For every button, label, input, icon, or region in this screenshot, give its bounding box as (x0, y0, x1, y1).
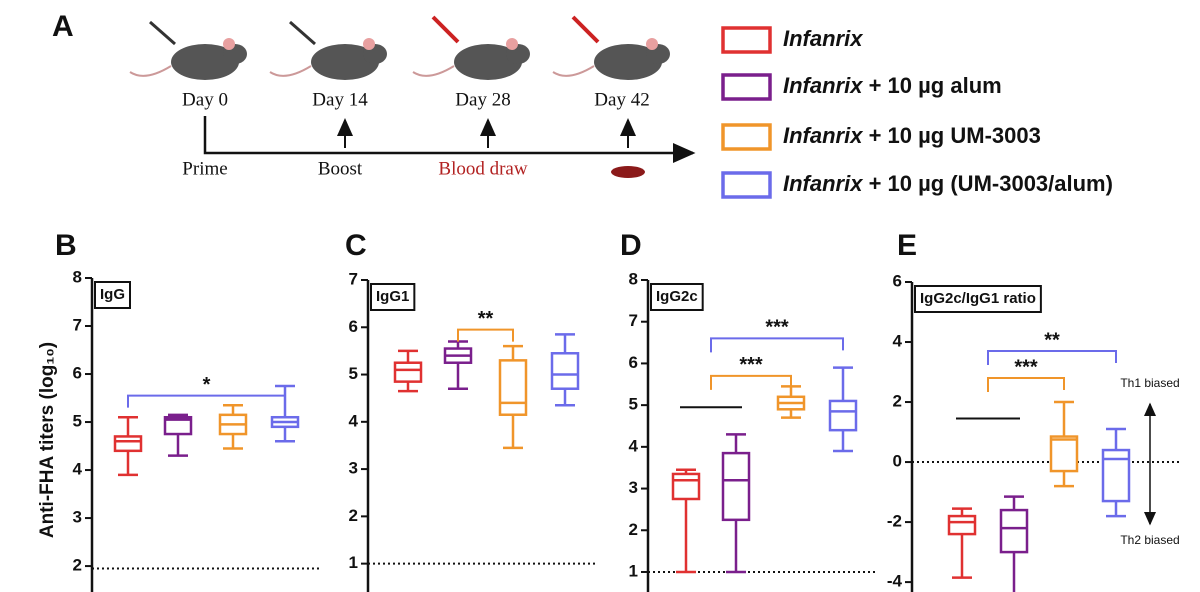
event-label: Blood draw (438, 158, 527, 179)
box (721, 451, 751, 522)
legend-label: Infanrix (783, 26, 863, 51)
y-tick-label: 0 (893, 452, 902, 471)
significance-bracket (710, 374, 792, 390)
legend: Infanrix Infanrix + 10 µg alum Infanrix + … (721, 26, 1113, 199)
event-label: Prime (182, 158, 227, 179)
significance-bracket (987, 377, 1065, 393)
annotation: Th1 biased (1120, 376, 1179, 390)
y-tick-label: 1 (629, 561, 638, 580)
y-tick-label: 3 (629, 478, 638, 497)
y-tick-label: 6 (73, 364, 82, 383)
significance-label: ** (478, 308, 494, 330)
significance-bracket (987, 350, 1117, 366)
y-tick-label: 7 (73, 315, 82, 334)
y-tick-label: 8 (73, 267, 82, 286)
y-tick-label: 5 (349, 364, 358, 383)
y-tick-label: 1 (349, 553, 358, 572)
day-label: Day 28 (455, 89, 510, 110)
y-tick-label: 3 (349, 459, 358, 478)
significance-bracket (710, 337, 844, 353)
y-tick-label: 2 (349, 506, 358, 525)
panel-title-box (94, 281, 131, 309)
panel-title-box (650, 283, 704, 311)
panel-label: B (55, 229, 77, 262)
y-tick-label: -4 (887, 572, 903, 591)
y-tick-label: 5 (629, 395, 638, 414)
box (550, 352, 580, 390)
box (999, 508, 1029, 554)
annotation: Th2 biased (1120, 533, 1179, 547)
significance-label: *** (1014, 356, 1038, 378)
box (113, 435, 143, 453)
spleen (611, 166, 645, 178)
legend-label: Infanrix + 10 µg alum (783, 73, 1002, 98)
day-label: Day 0 (182, 89, 228, 110)
mice (129, 15, 670, 80)
legend-swatch (721, 123, 772, 151)
significance-label: *** (765, 317, 789, 339)
day-label: Day 14 (312, 89, 368, 110)
charts: 2345678IgG*1234567IgG1**12345678IgG2c***… (73, 267, 1180, 592)
y-tick-label: 4 (629, 436, 639, 455)
box (1101, 448, 1131, 503)
y-tick-label: 4 (893, 332, 903, 351)
y-tick-label: 7 (349, 269, 358, 288)
y-axis-label: Anti-FHA titers (log₁₀) (37, 342, 58, 538)
box (1049, 435, 1079, 473)
panel-title-box (914, 285, 1042, 313)
y-tick-label: 6 (893, 271, 902, 290)
box (163, 415, 193, 436)
box (498, 359, 528, 416)
y-tick-label: 4 (349, 411, 359, 430)
legend-swatch (721, 73, 772, 101)
y-tick-label: 3 (73, 508, 82, 527)
significance-bracket (457, 328, 514, 342)
box (828, 399, 858, 432)
y-tick-label: 2 (893, 392, 902, 411)
panel-title-box (370, 283, 416, 311)
panel-title: IgG1 (376, 288, 409, 305)
box (671, 472, 701, 501)
significance-bracket (127, 394, 286, 408)
legend-swatch (721, 26, 772, 54)
y-tick-label: -2 (887, 512, 902, 531)
y-tick-label: 2 (629, 520, 638, 539)
significance-label: ** (1044, 329, 1060, 351)
box (393, 361, 423, 383)
y-tick-label: 6 (349, 317, 358, 336)
panel-title: IgG2c/IgG1 ratio (920, 290, 1036, 307)
event-label: Boost (318, 158, 363, 179)
panel-label: D (620, 229, 642, 262)
panel-title: IgG (100, 286, 125, 303)
y-tick-label: 6 (629, 353, 638, 372)
y-tick-label: 4 (73, 460, 83, 479)
panel-label: A (52, 10, 74, 43)
y-tick-label: 5 (73, 412, 82, 431)
panel-title: IgG2c (656, 288, 698, 305)
panel-label: E (897, 229, 917, 262)
box (947, 514, 977, 536)
panel-label: C (345, 229, 367, 262)
legend-swatch (721, 171, 772, 199)
y-tick-label: 7 (629, 311, 638, 330)
timeline-axis (203, 116, 696, 163)
significance-label: * (203, 374, 211, 396)
day-label: Day 42 (594, 89, 649, 110)
legend-label: Infanrix + 10 µg (UM-3003/alum) (783, 171, 1113, 196)
legend-label: Infanrix + 10 µg UM-3003 (783, 123, 1041, 148)
y-tick-label: 8 (629, 269, 638, 288)
y-tick-label: 2 (73, 556, 82, 575)
significance-label: *** (739, 354, 763, 376)
